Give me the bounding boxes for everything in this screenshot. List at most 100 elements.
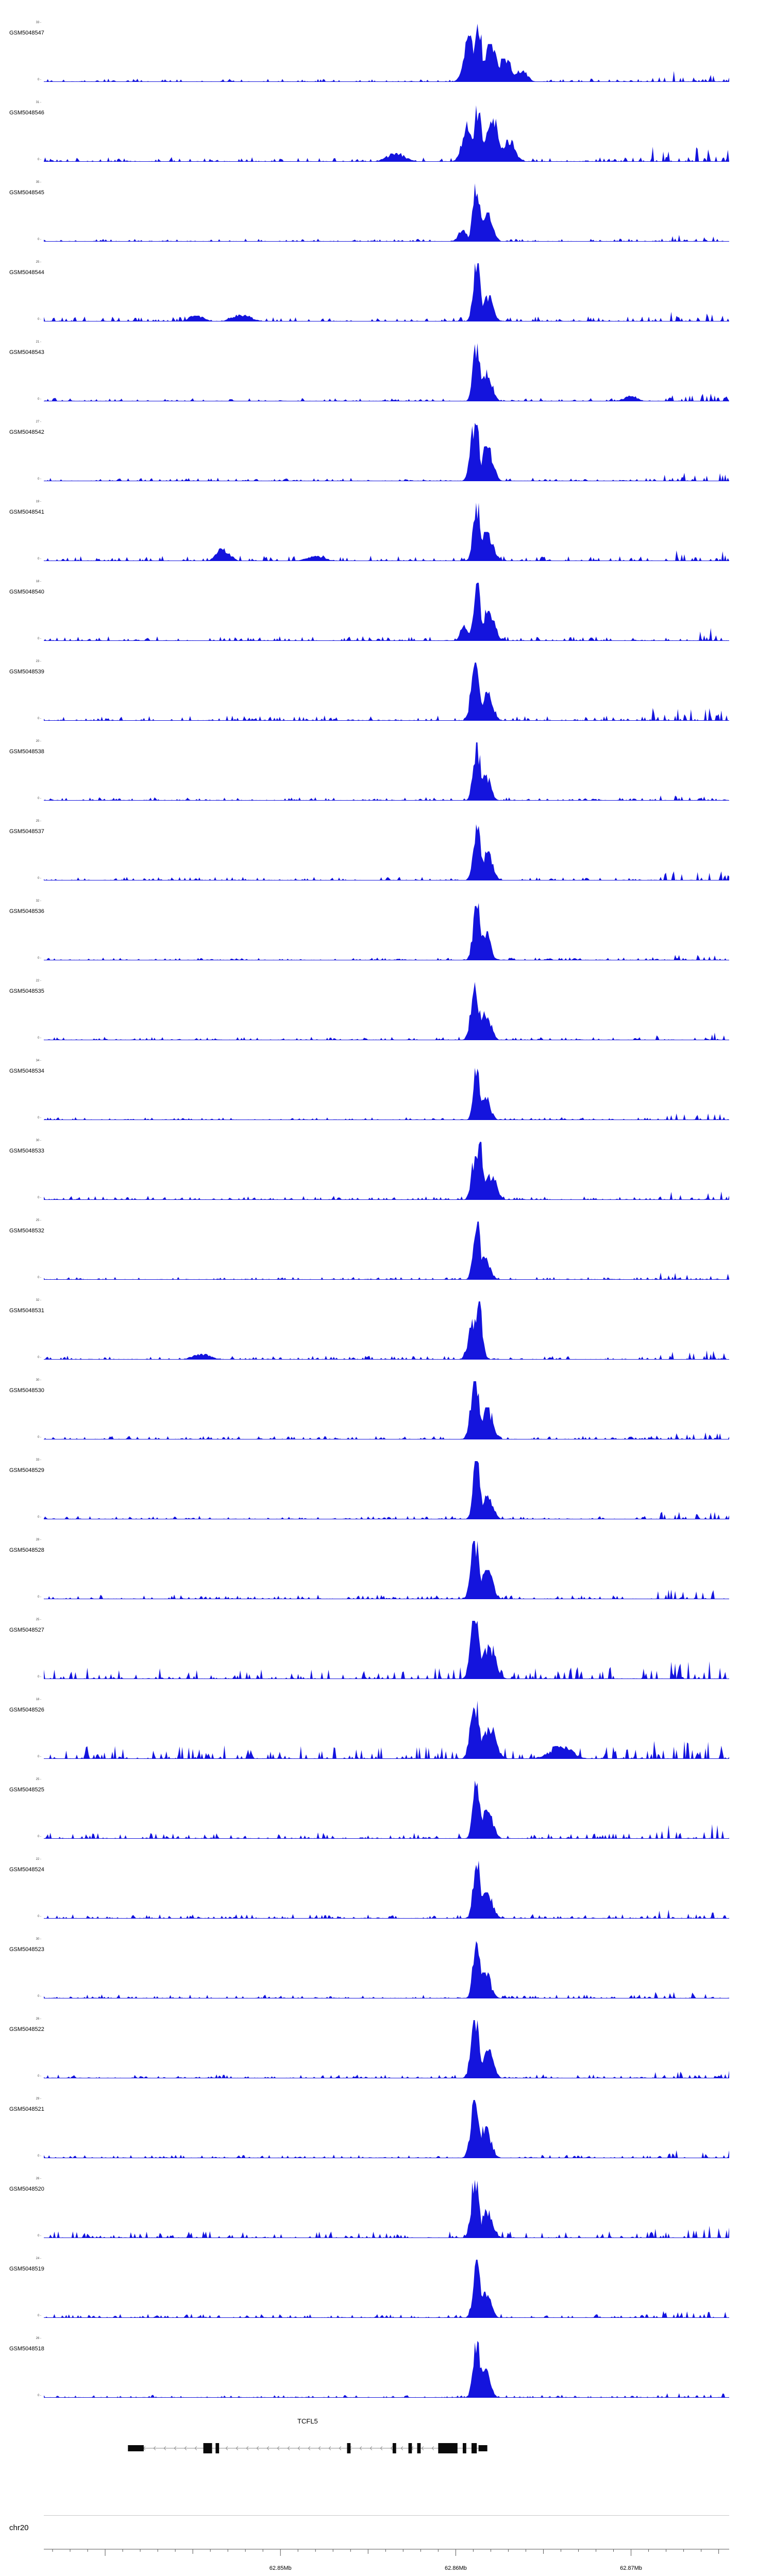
coverage-plot	[44, 2180, 729, 2238]
strand-arrow-left	[369, 2446, 373, 2450]
track-ymin-label: 0	[26, 637, 41, 640]
coverage-plot	[44, 183, 729, 242]
track-row: GSM5048519 24 0	[0, 2243, 773, 2323]
coverage-area	[44, 263, 729, 321]
gene-model	[128, 2443, 488, 2453]
strand-arrow-left	[174, 2446, 177, 2450]
track-ymin-label: 0	[26, 877, 41, 880]
coverage-plot	[44, 1621, 729, 1679]
coverage-area	[44, 1701, 729, 1759]
track-ymax-label: 26	[26, 2018, 41, 2021]
track-ymax-label: 22	[26, 1858, 41, 1861]
track-ymax-label: 26	[26, 2337, 41, 2340]
track-ymin-label: 0	[26, 398, 41, 401]
track-ymax-label: 25	[26, 1778, 41, 1781]
track-label: GSM5048545	[9, 190, 44, 196]
coverage-area	[44, 1941, 729, 1998]
track-ymin-label: 0	[26, 1436, 41, 1439]
track-row: GSM5048529 33 0	[0, 1445, 773, 1524]
exon	[392, 2443, 396, 2453]
coverage-area	[44, 1860, 729, 1919]
coverage-plot	[44, 824, 729, 880]
strand-arrow-left	[297, 2446, 300, 2450]
track-ymin-label: 0	[26, 78, 41, 81]
track-row: GSM5048531 32 0	[0, 1285, 773, 1365]
track-label: GSM5048525	[9, 1787, 44, 1793]
coverage-area	[44, 503, 729, 561]
track-label: GSM5048534	[9, 1068, 44, 1074]
coverage-area	[44, 423, 729, 481]
track-ymax-label: 24	[26, 2257, 41, 2260]
track-row: GSM5048532 25 0	[0, 1205, 773, 1285]
track-row: GSM5048536 32 0	[0, 886, 773, 965]
coverage-area	[44, 1461, 729, 1519]
track-row: GSM5048546 31 0	[0, 87, 773, 167]
coverage-area	[44, 2020, 729, 2078]
coverage-plot	[44, 903, 729, 960]
coverage-area	[44, 2100, 729, 2158]
track-ymin-label: 0	[26, 1196, 41, 1199]
track-ymin-label: 0	[26, 1755, 41, 1758]
coverage-plot	[44, 742, 729, 801]
strand-arrow-left	[277, 2446, 280, 2450]
coverage-plot	[44, 1941, 729, 1998]
track-ymin-label: 0	[26, 1596, 41, 1599]
track-ymax-label: 33	[26, 1459, 41, 1462]
track-ymax-label: 33	[26, 21, 41, 24]
coverage-plot	[44, 1461, 729, 1519]
track-label: GSM5048540	[9, 589, 44, 595]
track-label: GSM5048520	[9, 2186, 44, 2192]
track-label: GSM5048532	[9, 1228, 44, 1234]
track-label: GSM5048518	[9, 2346, 44, 2352]
coverage-plot	[44, 2020, 729, 2078]
coverage-area	[44, 2260, 729, 2318]
coverage-area	[44, 2341, 729, 2398]
track-label: GSM5048547	[9, 30, 44, 36]
track-ymin-label: 0	[26, 238, 41, 241]
strand-arrow-left	[390, 2446, 393, 2450]
coverage-plot	[44, 583, 729, 641]
coverage-area	[44, 1301, 729, 1360]
track-row: GSM5048522 26 0	[0, 2004, 773, 2083]
track-ymin-label: 0	[26, 797, 41, 800]
track-ymin-label: 0	[26, 557, 41, 561]
coverage-plot	[44, 1701, 729, 1759]
track-row: GSM5048545 35 0	[0, 167, 773, 247]
track-label: GSM5048527	[9, 1627, 44, 1633]
track-ymax-label: 25	[26, 1618, 41, 1621]
track-label: GSM5048524	[9, 1867, 44, 1873]
exon	[438, 2443, 458, 2453]
track-row: GSM5048527 25 0	[0, 1604, 773, 1684]
track-label: GSM5048544	[9, 269, 44, 276]
track-label: GSM5048521	[9, 2106, 44, 2112]
track-row: GSM5048534 34 0	[0, 1045, 773, 1125]
track-label: GSM5048519	[9, 2266, 44, 2272]
track-ymax-label: 28	[26, 1538, 41, 1541]
track-ymax-label: 18	[26, 580, 41, 583]
track-ymax-label: 30	[26, 1379, 41, 1382]
track-row: GSM5048535 22 0	[0, 965, 773, 1045]
coverage-area	[44, 583, 729, 641]
coverage-area	[44, 1142, 729, 1200]
strand-arrow-left	[421, 2446, 424, 2450]
strand-arrow-left	[287, 2446, 290, 2450]
coverage-area	[44, 903, 729, 960]
coverage-plot	[44, 1781, 729, 1839]
track-ymin-label: 0	[26, 2234, 41, 2238]
coverage-plot	[44, 1301, 729, 1360]
track-ymin-label: 0	[26, 1835, 41, 1838]
strand-arrow-left	[308, 2446, 311, 2450]
coverage-plot	[44, 343, 729, 401]
coverage-plot	[44, 1860, 729, 1919]
strand-arrow-left	[194, 2446, 197, 2450]
track-ymax-label: 23	[26, 660, 41, 663]
track-label: GSM5048522	[9, 2026, 44, 2032]
track-label: GSM5048529	[9, 1467, 44, 1473]
track-row: GSM5048530 30 0	[0, 1365, 773, 1445]
coverage-plot	[44, 423, 729, 481]
track-label: GSM5048536	[9, 908, 44, 914]
genome-axis: chr20 62.85Mb 62.86Mb 62.87Mb	[0, 2501, 773, 2576]
coverage-area	[44, 1067, 729, 1120]
coverage-plot	[44, 1222, 729, 1280]
track-ymin-label: 0	[26, 957, 41, 960]
